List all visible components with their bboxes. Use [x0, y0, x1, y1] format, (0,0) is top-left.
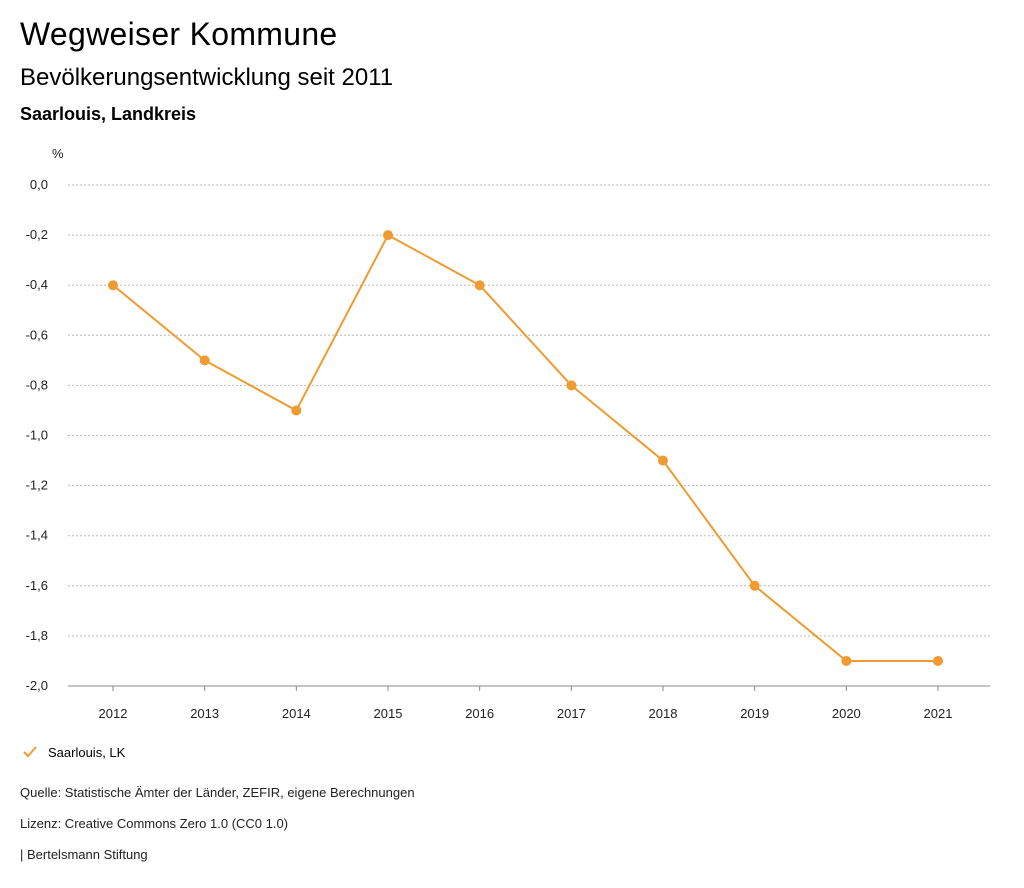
y-tick-label: -1,0: [26, 428, 48, 443]
x-tick-label: 2017: [557, 706, 586, 721]
y-tick-label: -1,6: [26, 578, 48, 593]
check-icon: [23, 746, 37, 758]
data-point: [841, 655, 852, 666]
legend[interactable]: Saarlouis, LK: [22, 744, 125, 760]
data-point: [291, 405, 302, 416]
line-chart: % 0,0 -0,2 -0,4 -0,6 -0,8 -1,0 -1,2 -1,4 -1,6 -1,…: [26, 146, 990, 721]
credit-note: | Bertelsmann Stiftung: [20, 847, 148, 862]
data-point: [658, 455, 668, 466]
x-tick-label: 2018: [649, 706, 678, 721]
series-layer: [108, 230, 943, 666]
x-tick-label: 2012: [99, 706, 128, 721]
y-axis-unit-label: %: [52, 146, 64, 161]
license-note: Lizenz: Creative Commons Zero 1.0 (CC0 1…: [20, 816, 289, 831]
x-tick-label: 2019: [740, 706, 769, 721]
data-point: [383, 230, 393, 241]
y-tick-label: -1,8: [26, 628, 48, 643]
data-point: [933, 655, 943, 666]
x-tick-label: 2021: [924, 706, 953, 721]
y-tick-label: -0,4: [26, 277, 48, 292]
gridlines: [68, 184, 990, 637]
x-tick-label: 2014: [282, 706, 311, 721]
region-label: Saarlouis, Landkreis: [20, 104, 197, 124]
series-line: [112, 234, 938, 662]
legend-label: Saarlouis, LK: [48, 744, 126, 760]
x-tick-label: 2015: [374, 706, 403, 721]
page-title: Wegweiser Kommune: [20, 16, 338, 52]
data-point: [199, 355, 210, 366]
y-tick-label: -1,4: [26, 528, 48, 543]
data-point: [749, 580, 760, 591]
chart-subtitle: Bevölkerungsentwicklung seit 2011: [20, 64, 394, 91]
data-point: [474, 280, 485, 291]
data-point: [108, 280, 118, 291]
y-tick-label: -0,6: [26, 327, 48, 342]
y-tick-label: 0,0: [30, 177, 48, 192]
y-axis-ticks: 0,0 -0,2 -0,4 -0,6 -0,8 -1,0 -1,2 -1,4 -1,6 -1,8 -…: [26, 177, 48, 693]
x-tick-label: 2016: [465, 706, 494, 721]
y-tick-label: -0,8: [26, 377, 48, 392]
source-note: Quelle: Statistische Ämter der Länder, Z…: [20, 785, 415, 800]
x-axis-ticks: 2012 2013 2014 2015 2016 2017 2018 2019 2020 2021: [99, 686, 953, 721]
data-point: [566, 380, 577, 391]
x-tick-label: 2020: [832, 706, 861, 721]
x-tick-label: 2013: [190, 706, 219, 721]
y-tick-label: -1,2: [26, 478, 48, 493]
y-tick-label: -0,2: [26, 227, 48, 242]
y-tick-label: -2,0: [26, 678, 48, 693]
